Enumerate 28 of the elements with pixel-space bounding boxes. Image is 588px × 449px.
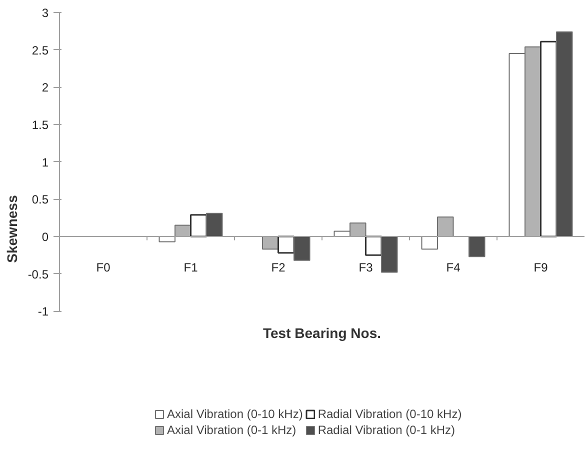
bar	[540, 40, 558, 238]
x-tick-label: F1	[184, 260, 198, 274]
bar	[294, 236, 310, 261]
legend-label: Radial Vibration (0-10 kHz)	[318, 407, 462, 421]
y-tick-label: 0	[42, 230, 49, 244]
y-tick-label: 1	[42, 155, 49, 170]
y-tick-label: 1.5	[32, 118, 49, 132]
x-tick-label: F9	[534, 260, 548, 274]
bar	[206, 212, 223, 237]
y-tick-label: -1	[38, 304, 49, 319]
bar	[468, 236, 486, 258]
y-tick-label: 0.5	[32, 192, 49, 207]
y-tick-label: 3	[42, 6, 49, 20]
x-tick-label: F3	[358, 260, 374, 274]
legend-label: Radial Vibration (0-1 kHz)	[318, 423, 456, 437]
y-tick-label: 2.5	[32, 43, 49, 58]
y-tick-label: -0.5	[28, 267, 49, 282]
y-tick-label: 2	[42, 80, 49, 95]
bar	[381, 236, 398, 273]
bar	[556, 31, 573, 237]
x-tick-label: F2	[271, 260, 286, 274]
y-axis-title: Skewness	[4, 194, 20, 263]
x-tick-label: F4	[446, 260, 461, 274]
bar	[365, 236, 382, 256]
x-tick-label: F0	[96, 260, 111, 274]
legend-label: Axial Vibration (0-10 kHz)	[167, 407, 303, 421]
legend-label: Axial Vibration (0-1 kHz)	[167, 423, 296, 437]
x-axis-title: Test Bearing Nos.	[263, 325, 382, 342]
